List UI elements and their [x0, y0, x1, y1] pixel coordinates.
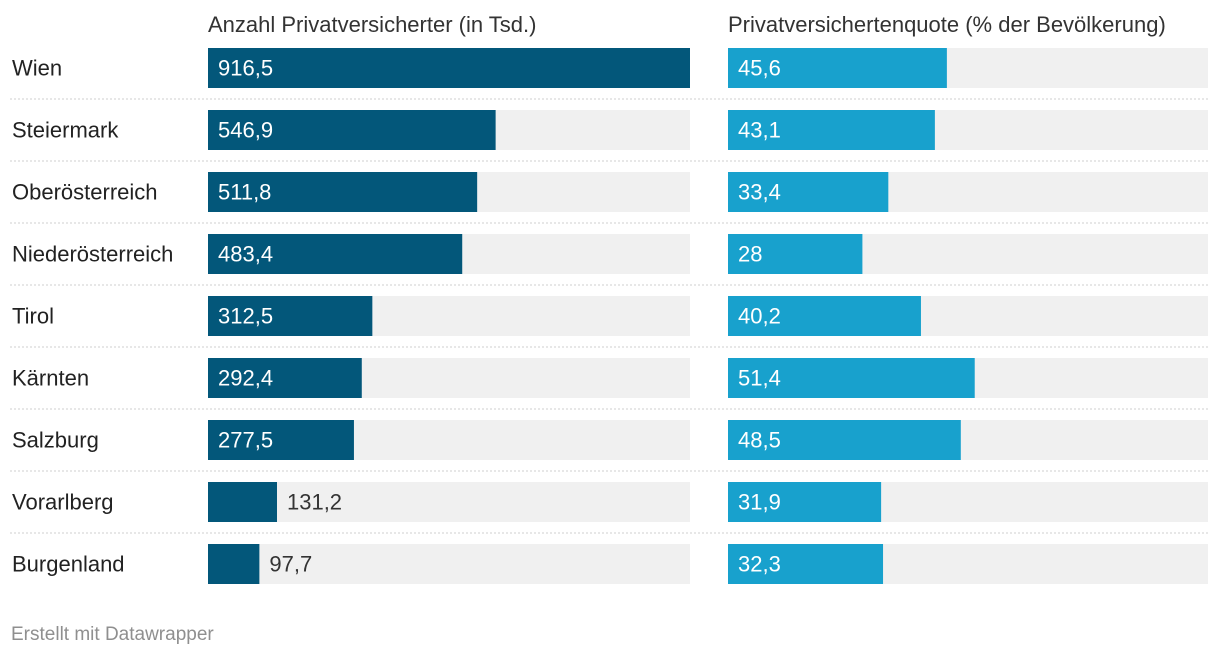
bar-1	[208, 482, 277, 522]
bar-1	[208, 110, 496, 150]
data-label: 131,2	[287, 490, 342, 515]
bar-2	[728, 296, 921, 336]
data-label: 546,9	[218, 118, 273, 143]
bar-1	[208, 48, 690, 88]
column-title-2: Privatversichertenquote (% der Bevölkeru…	[728, 12, 1166, 37]
data-label: 45,6	[738, 56, 781, 81]
bar-2	[728, 234, 863, 274]
row-label: Burgenland	[12, 552, 125, 577]
bar-1	[208, 544, 260, 584]
data-label: 33,4	[738, 180, 781, 205]
row-label: Steiermark	[12, 118, 119, 143]
data-label: 312,5	[218, 304, 273, 329]
data-label: 277,5	[218, 428, 273, 453]
bar-1	[208, 234, 463, 274]
row-label: Tirol	[12, 304, 54, 329]
bar-2	[728, 48, 947, 88]
column-title-1: Anzahl Privatversicherter (in Tsd.)	[208, 12, 537, 37]
bar-2	[728, 172, 889, 212]
row-label: Vorarlberg	[12, 490, 114, 515]
row-label: Salzburg	[12, 428, 99, 453]
data-label: 916,5	[218, 56, 273, 81]
bar-chart: Anzahl Privatversicherter (in Tsd.) Priva…	[10, 12, 1208, 584]
footer-credit: Erstellt mit Datawrapper	[11, 624, 214, 645]
bar-1	[208, 358, 362, 398]
data-label: 31,9	[738, 490, 781, 515]
bar-2	[728, 358, 975, 398]
data-label: 28	[738, 242, 762, 267]
row-label: Kärnten	[12, 366, 89, 391]
data-label: 43,1	[738, 118, 781, 143]
bar-2	[728, 482, 882, 522]
data-label: 292,4	[218, 366, 273, 391]
data-label: 97,7	[269, 552, 312, 577]
data-label: 32,3	[738, 552, 781, 577]
bar-2	[728, 544, 884, 584]
bar-2	[728, 420, 961, 460]
bar-1	[208, 172, 478, 212]
data-label: 48,5	[738, 428, 781, 453]
bar-2	[728, 110, 935, 150]
data-label: 51,4	[738, 366, 781, 391]
row-label: Niederösterreich	[12, 242, 173, 267]
row-label: Oberösterreich	[12, 180, 158, 205]
row-label: Wien	[12, 56, 62, 81]
data-label: 483,4	[218, 242, 273, 267]
bar-track	[208, 544, 690, 584]
data-label: 511,8	[218, 180, 271, 205]
data-label: 40,2	[738, 304, 781, 329]
bar-1	[208, 420, 354, 460]
bar-track	[208, 482, 690, 522]
bar-1	[208, 296, 373, 336]
